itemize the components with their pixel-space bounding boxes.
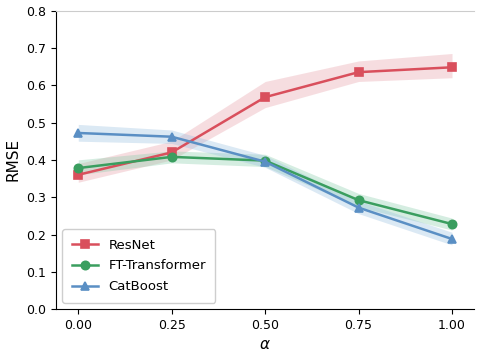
ResNet (449, 65, 455, 69)
FT-Transformer (75, 166, 81, 170)
CatBoost (75, 131, 81, 135)
FT-Transformer (449, 222, 455, 226)
FT-Transformer (356, 198, 361, 202)
Legend: ResNet, FT-Transformer, CatBoost: ResNet, FT-Transformer, CatBoost (62, 229, 216, 303)
Y-axis label: RMSE: RMSE (6, 138, 21, 182)
Line: ResNet: ResNet (74, 63, 456, 179)
ResNet (356, 70, 361, 74)
ResNet (262, 95, 268, 99)
X-axis label: $\alpha$: $\alpha$ (259, 338, 271, 352)
CatBoost (262, 160, 268, 164)
CatBoost (356, 205, 361, 210)
ResNet (169, 150, 175, 155)
Line: CatBoost: CatBoost (74, 129, 456, 243)
Line: FT-Transformer: FT-Transformer (74, 153, 456, 228)
FT-Transformer (169, 155, 175, 159)
CatBoost (449, 237, 455, 241)
CatBoost (169, 135, 175, 139)
ResNet (75, 173, 81, 177)
FT-Transformer (262, 159, 268, 163)
